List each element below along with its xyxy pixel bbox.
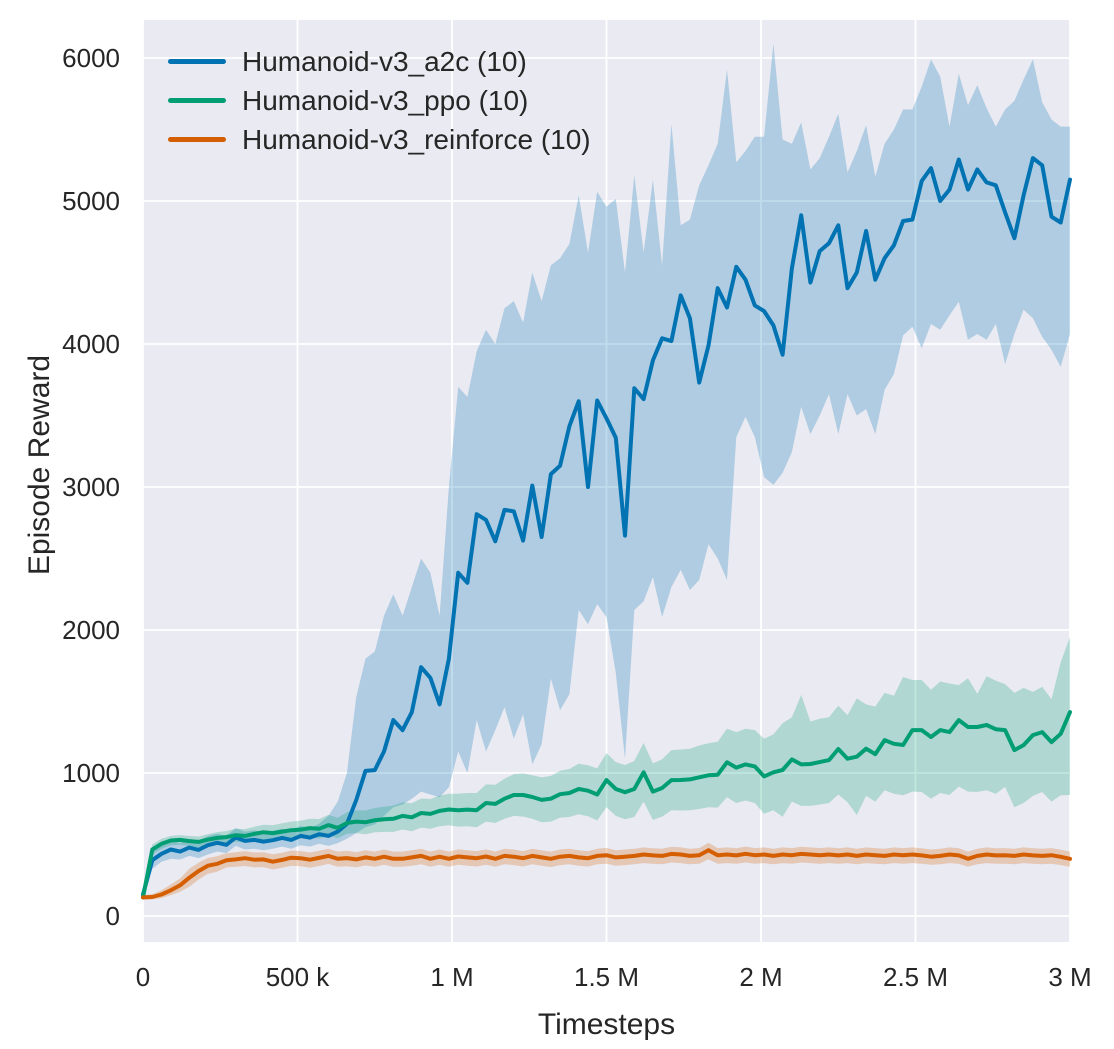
legend-label: Humanoid-v3_a2c (10): [242, 45, 527, 77]
reinforce-line: [141, 848, 1072, 900]
x-tick-label: 0: [136, 962, 150, 992]
y-tick-label: 4000: [62, 329, 120, 359]
y-tick-label: 6000: [62, 43, 120, 73]
x-tick-label: 3 M: [1048, 962, 1091, 992]
y-tick-label: 2000: [62, 615, 120, 645]
y-tick-label: 5000: [62, 186, 120, 216]
legend: Humanoid-v3_a2c (10) Humanoid-v3_ppo (10)…: [168, 42, 591, 159]
legend-line-swatch: [168, 59, 226, 64]
y-tick-label: 3000: [62, 472, 120, 502]
legend-entry-ppo: Humanoid-v3_ppo (10): [168, 81, 591, 120]
legend-line-swatch: [168, 98, 226, 103]
legend-entry-reinforce: Humanoid-v3_reinforce (10): [168, 120, 591, 159]
x-tick-label: 1 M: [430, 962, 473, 992]
y-tick-label: 0: [106, 901, 120, 931]
x-tick-label: 2.5 M: [883, 962, 948, 992]
legend-label: Humanoid-v3_reinforce (10): [242, 123, 591, 155]
y-axis-label: Episode Reward: [23, 354, 56, 576]
ppo-band: [143, 637, 1070, 901]
gridlines: [142, 20, 1071, 942]
x-tick-label: 1.5 M: [574, 962, 639, 992]
x-axis-label: Timesteps: [537, 1008, 676, 1041]
a2c-band: [143, 43, 1070, 899]
legend-line-swatch: [168, 137, 226, 142]
legend-label: Humanoid-v3_ppo (10): [242, 84, 529, 116]
a2c-line: [141, 156, 1072, 897]
x-tick-label: 500 k: [266, 962, 331, 992]
ppo-line: [141, 710, 1072, 900]
y-tick-label: 1000: [62, 758, 120, 788]
legend-entry-a2c: Humanoid-v3_a2c (10): [168, 42, 591, 81]
x-tick-label: 2 M: [739, 962, 782, 992]
